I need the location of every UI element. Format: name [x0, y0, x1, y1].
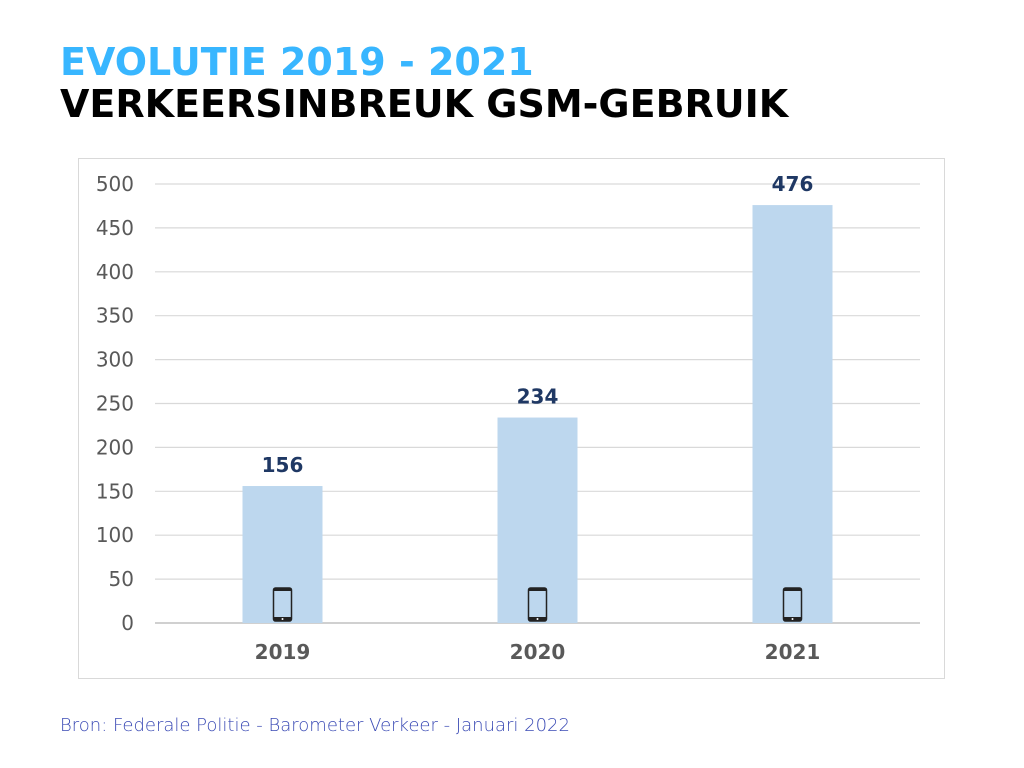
y-tick-label: 450 — [96, 216, 134, 240]
x-tick-label: 2021 — [765, 640, 821, 664]
x-tick-label: 2020 — [510, 640, 566, 664]
source-text: Bron: Federale Politie - Barometer Verke… — [60, 715, 570, 736]
bar-2021 — [752, 205, 833, 623]
title-line-1: EVOLUTIE 2019 - 2021 — [60, 40, 534, 84]
y-tick-label: 300 — [96, 348, 134, 372]
bar-2020 — [497, 417, 578, 623]
data-label: 476 — [772, 172, 814, 196]
chart-frame — [78, 158, 945, 679]
y-tick-label: 200 — [96, 435, 134, 459]
smartphone-icon — [272, 587, 293, 622]
title-line-2: VERKEERSINBREUK GSM-GEBRUIK — [60, 82, 789, 126]
y-tick-label: 50 — [109, 567, 134, 591]
y-tick-label: 150 — [96, 479, 134, 503]
y-tick-label: 350 — [96, 304, 134, 328]
y-tick-label: 500 — [96, 172, 134, 196]
data-label: 234 — [517, 385, 559, 409]
smartphone-icon — [782, 587, 803, 622]
y-tick-label: 0 — [121, 611, 134, 635]
smartphone-icon — [527, 587, 548, 622]
y-tick-label: 250 — [96, 392, 134, 416]
x-tick-label: 2019 — [255, 640, 311, 664]
y-tick-label: 400 — [96, 260, 134, 284]
bar-2019 — [242, 486, 323, 623]
y-tick-label: 100 — [96, 523, 134, 547]
data-label: 156 — [262, 453, 304, 477]
